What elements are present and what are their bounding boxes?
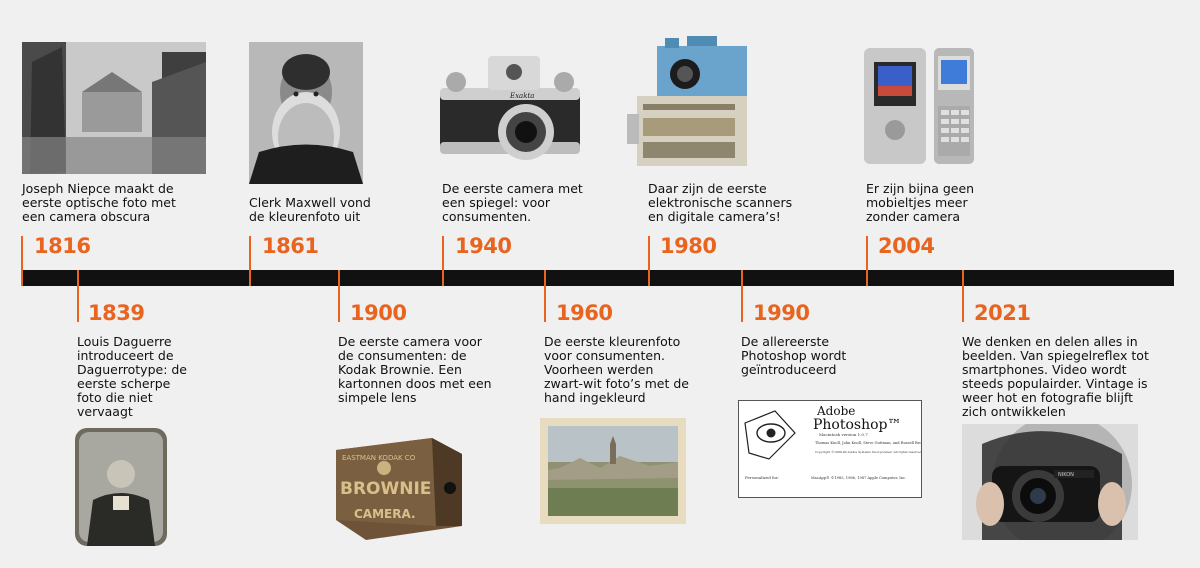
timeline-tick-2004 bbox=[866, 236, 868, 286]
dslr-photographer: NIKON bbox=[962, 424, 1138, 540]
year-1940: 1940 bbox=[455, 234, 512, 258]
hand-colored-photo bbox=[540, 418, 686, 524]
photoshop-name-label: Photoshop™ bbox=[813, 417, 902, 433]
event-desc-1816: Joseph Niepce maakt de eerste optische f… bbox=[22, 181, 176, 224]
year-1990: 1990 bbox=[753, 301, 810, 325]
brownie-eastman-label: EASTMAN KODAK CO bbox=[342, 454, 416, 462]
timeline-bar bbox=[22, 270, 1174, 286]
timeline-tick-1900 bbox=[338, 270, 340, 322]
event-desc-2004: Er zijn bijna geen mobieltjes meer zonde… bbox=[866, 181, 975, 224]
nikon-brand-label: NIKON bbox=[1058, 472, 1074, 478]
timeline-tick-1960 bbox=[544, 270, 546, 322]
photoshop-splash-screen: Adobe Photoshop™ Macintosh version 1.0.7… bbox=[738, 400, 922, 498]
timeline-tick-1839 bbox=[77, 270, 79, 322]
timeline-tick-1990 bbox=[741, 270, 743, 322]
niepce-photo bbox=[22, 42, 206, 174]
maxwell-portrait bbox=[249, 42, 363, 184]
event-desc-1900: De eerste camera voor de consumenten: de… bbox=[338, 334, 492, 405]
photoshop-copyright-label: Copyright ©1989-90 Adobe Systems Incorpo… bbox=[815, 449, 921, 454]
photoshop-macapp-label: MacApp® ©1985, 1986, 1987 Apple Computer… bbox=[811, 475, 906, 480]
photoshop-adobe-label: Adobe bbox=[816, 404, 855, 418]
photoshop-version-label: Macintosh version 1.0.7 bbox=[819, 432, 868, 437]
event-desc-1940: De eerste camera met een spiegel: voor c… bbox=[442, 181, 583, 224]
year-1900: 1900 bbox=[350, 301, 407, 325]
year-1861: 1861 bbox=[262, 234, 319, 258]
year-1960: 1960 bbox=[556, 301, 613, 325]
event-desc-1960: De eerste kleurenfoto voor consumenten. … bbox=[544, 334, 689, 405]
timeline-tick-1816 bbox=[21, 236, 23, 286]
daguerrotype-portrait bbox=[75, 428, 167, 546]
event-desc-1861: Clerk Maxwell vond de kleurenfoto uit bbox=[249, 195, 371, 224]
exakta-camera: Exakta bbox=[436, 48, 588, 166]
timeline-tick-1940 bbox=[442, 236, 444, 286]
kodak-brownie: EASTMAN KODAK CO BROWNIE CAMERA. bbox=[332, 430, 466, 540]
brownie-name-label: BROWNIE bbox=[340, 479, 431, 499]
brownie-camera-label: CAMERA. bbox=[354, 507, 416, 521]
event-desc-1839: Louis Daguerre introduceert de Daguerrot… bbox=[77, 334, 187, 419]
event-desc-1980: Daar zijn de eerste elektronische scanne… bbox=[648, 181, 793, 224]
camera-brand-label: Exakta bbox=[509, 92, 534, 100]
event-desc-1990: De allereerste Photoshop wordt geïntrodu… bbox=[741, 334, 847, 377]
year-1816: 1816 bbox=[34, 234, 91, 258]
event-desc-2021: We denken en delen alles in beelden. Van… bbox=[962, 334, 1149, 419]
year-2021: 2021 bbox=[974, 301, 1031, 325]
photoshop-credits-label: Thomas Knoll, John Knoll, Steve Guttman,… bbox=[815, 441, 921, 445]
year-1980: 1980 bbox=[660, 234, 717, 258]
digital-camera-prototype bbox=[623, 34, 759, 170]
flip-phones bbox=[860, 44, 980, 168]
year-1839: 1839 bbox=[88, 301, 145, 325]
timeline-tick-1980 bbox=[648, 236, 650, 286]
photoshop-personalized-label: Personalized for: bbox=[745, 475, 779, 480]
timeline-tick-2021 bbox=[962, 270, 964, 322]
year-2004: 2004 bbox=[878, 234, 935, 258]
timeline-tick-1861 bbox=[249, 236, 251, 286]
